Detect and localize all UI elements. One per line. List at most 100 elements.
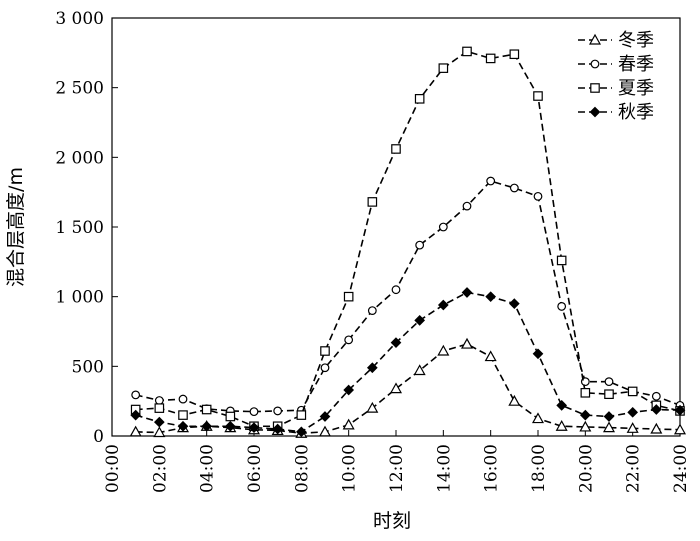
- x-tick-label: 22:00: [624, 444, 644, 493]
- series-line: [135, 291, 681, 433]
- series-square: [130, 46, 685, 432]
- y-tick-label: 500: [72, 357, 104, 377]
- data-point: [650, 404, 662, 415]
- data-point: [460, 337, 474, 349]
- data-point: [462, 46, 472, 57]
- data-point: [485, 291, 497, 303]
- series-group: [129, 46, 687, 438]
- legend-label: 秋季: [618, 102, 654, 123]
- x-tick-label: 16:00: [482, 444, 502, 493]
- x-tick-label: 12:00: [387, 444, 407, 493]
- y-tick-label: 2 000: [55, 148, 104, 168]
- data-point: [462, 201, 472, 211]
- x-tick-label: 02:00: [150, 444, 170, 493]
- legend-marker: [590, 83, 600, 93]
- data-point: [129, 425, 142, 437]
- data-point: [557, 302, 567, 311]
- legend-entry: 夏季: [578, 78, 654, 99]
- data-point: [320, 346, 330, 356]
- legend-marker: [588, 33, 602, 45]
- legend-marker: [590, 59, 600, 69]
- data-point: [390, 337, 402, 348]
- data-point: [555, 420, 568, 431]
- x-tick-label: 14:00: [434, 444, 454, 493]
- data-point: [130, 409, 142, 421]
- data-point: [461, 287, 473, 298]
- legend-entry: 冬季: [578, 30, 654, 51]
- data-point: [154, 396, 164, 405]
- data-point: [366, 362, 378, 374]
- y-tick-label: 3 000: [55, 9, 104, 29]
- x-tick-label: 18:00: [529, 444, 549, 493]
- data-point: [389, 382, 403, 394]
- data-point: [343, 291, 354, 302]
- data-point: [319, 411, 331, 422]
- data-point: [224, 420, 236, 432]
- data-point: [485, 53, 496, 64]
- data-point: [651, 391, 661, 401]
- y-tick-label: 1 000: [55, 288, 104, 308]
- data-point: [225, 411, 236, 422]
- data-point: [673, 423, 687, 435]
- series-line: [135, 343, 681, 435]
- data-point: [153, 416, 165, 428]
- data-point: [413, 364, 426, 376]
- data-point: [603, 411, 615, 422]
- x-tick-label: 24:00: [671, 444, 691, 493]
- data-point: [414, 94, 425, 104]
- data-point: [604, 377, 614, 387]
- y-axis-title: 混合层高度/m: [5, 167, 27, 287]
- plot-frame: [111, 17, 681, 437]
- data-point: [177, 420, 189, 432]
- data-point: [295, 426, 307, 438]
- data-point: [509, 49, 520, 60]
- data-point: [674, 404, 686, 416]
- data-point: [178, 394, 188, 404]
- series-line: [135, 180, 681, 413]
- data-point: [438, 222, 448, 232]
- data-point: [131, 390, 141, 400]
- data-point: [153, 426, 166, 438]
- y-tick-label: 0: [93, 427, 104, 447]
- data-point: [438, 63, 449, 73]
- data-point: [484, 350, 497, 362]
- data-point: [580, 388, 591, 398]
- legend-label: 夏季: [618, 78, 654, 99]
- data-point: [248, 422, 260, 433]
- x-tick-label: 06:00: [245, 444, 265, 493]
- legend-label: 冬季: [618, 30, 654, 51]
- data-point: [414, 315, 426, 326]
- legend-entry: 秋季: [578, 102, 654, 123]
- series-triangle: [129, 337, 687, 438]
- data-point: [604, 389, 614, 399]
- data-point: [178, 410, 188, 420]
- data-point: [627, 386, 638, 397]
- series-line: [135, 50, 681, 428]
- x-tick-label: 04:00: [198, 444, 218, 493]
- data-point: [437, 344, 450, 356]
- legend-entry: 春季: [578, 54, 654, 75]
- x-tick-label: 00:00: [103, 444, 123, 493]
- data-point: [532, 348, 544, 360]
- data-point: [437, 299, 449, 311]
- data-point: [273, 406, 283, 416]
- y-tick-label: 1 500: [55, 218, 104, 238]
- data-point: [367, 197, 378, 207]
- data-point: [343, 384, 355, 396]
- data-point: [296, 410, 307, 420]
- data-point: [602, 421, 616, 433]
- data-point: [249, 407, 259, 417]
- data-point: [342, 418, 355, 430]
- x-axis-title: 时刻: [373, 510, 411, 532]
- data-point: [626, 422, 639, 433]
- legend-label: 春季: [618, 54, 654, 75]
- data-point: [533, 191, 543, 201]
- data-point: [391, 285, 401, 295]
- data-point: [201, 420, 213, 432]
- x-tick-label: 08:00: [292, 444, 312, 493]
- data-point: [556, 399, 568, 411]
- x-tick-label: 20:00: [576, 444, 596, 493]
- series-diamond: [130, 287, 686, 438]
